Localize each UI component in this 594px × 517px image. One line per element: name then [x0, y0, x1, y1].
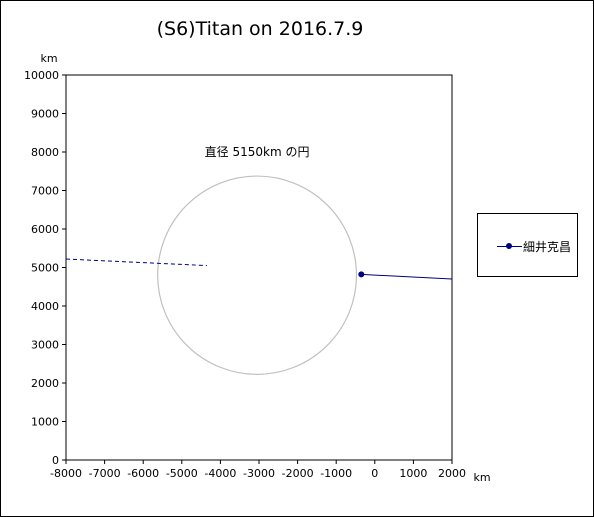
y-tick-label: 4000 — [31, 300, 59, 313]
x-tick-label: -7000 — [89, 467, 121, 480]
x-tick-label: -6000 — [127, 467, 159, 480]
x-tick-label: -8000 — [50, 467, 82, 480]
x-tick-label: -4000 — [204, 467, 236, 480]
y-tick-label: 3000 — [31, 339, 59, 352]
series-point-marker — [358, 271, 365, 278]
y-tick-label: 2000 — [31, 377, 59, 390]
y-tick-label: 10000 — [24, 69, 59, 82]
y-tick-label: 5000 — [31, 262, 59, 275]
y-tick-label: 9000 — [31, 108, 59, 121]
x-tick-label: -2000 — [282, 467, 314, 480]
circle-label: 直径 5150km の円 — [205, 145, 310, 159]
y-tick-label: 8000 — [31, 146, 59, 159]
plot-border — [65, 74, 453, 461]
legend-label: 細井克昌 — [523, 240, 572, 254]
series-solid-line — [361, 273, 453, 280]
x-tick-label: 0 — [371, 467, 378, 480]
y-tick-label: 0 — [52, 454, 59, 467]
legend: 細井克昌 — [477, 213, 578, 277]
x-tick-label: 1000 — [399, 467, 427, 480]
y-tick-label: 6000 — [31, 223, 59, 236]
legend-marker — [506, 243, 512, 249]
chart-title: (S6)Titan on 2016.7.9 — [156, 18, 364, 40]
y-tick-label: 1000 — [31, 416, 59, 429]
series-dashed-line — [65, 258, 207, 267]
y-axis-label: km — [40, 52, 57, 65]
x-tick-label: -5000 — [166, 467, 198, 480]
reference-circle — [157, 175, 358, 375]
x-axis-label: km — [473, 471, 490, 484]
x-tick-label: -3000 — [243, 467, 275, 480]
x-tick-label: -1000 — [320, 467, 352, 480]
y-tick-label: 7000 — [31, 185, 59, 198]
x-tick-label: 2000 — [438, 467, 466, 480]
